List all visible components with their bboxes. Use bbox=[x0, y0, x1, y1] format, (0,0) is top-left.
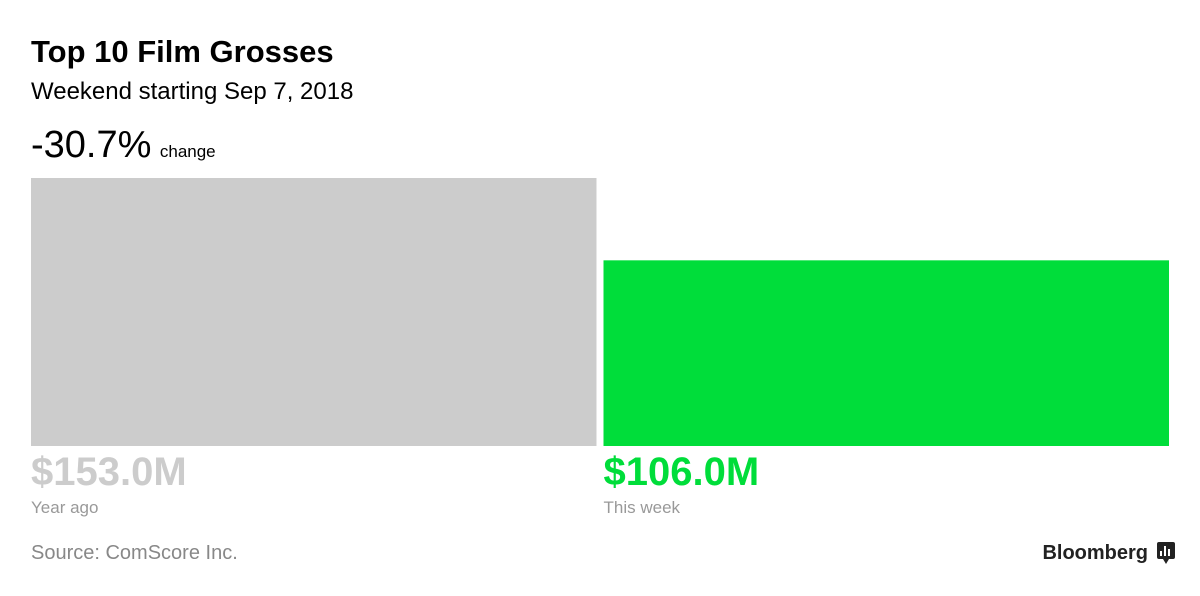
brand-icon bbox=[1157, 542, 1175, 564]
value-label: $106.0M bbox=[604, 450, 760, 494]
chart-title: Top 10 Film Grosses bbox=[31, 34, 334, 69]
category-label: Year ago bbox=[31, 498, 98, 517]
change-caption: change bbox=[160, 142, 216, 161]
brand: Bloomberg bbox=[1042, 542, 1148, 564]
category-label: This week bbox=[604, 498, 681, 517]
change-annotation: -30.7% change bbox=[31, 124, 216, 166]
chart-subtitle: Weekend starting Sep 7, 2018 bbox=[31, 78, 353, 105]
bar bbox=[603, 260, 1169, 446]
source: Source: ComScore Inc. bbox=[31, 542, 238, 564]
bar bbox=[31, 178, 597, 446]
value-label: $153.0M bbox=[31, 450, 187, 494]
change-value: -30.7% bbox=[31, 124, 151, 166]
